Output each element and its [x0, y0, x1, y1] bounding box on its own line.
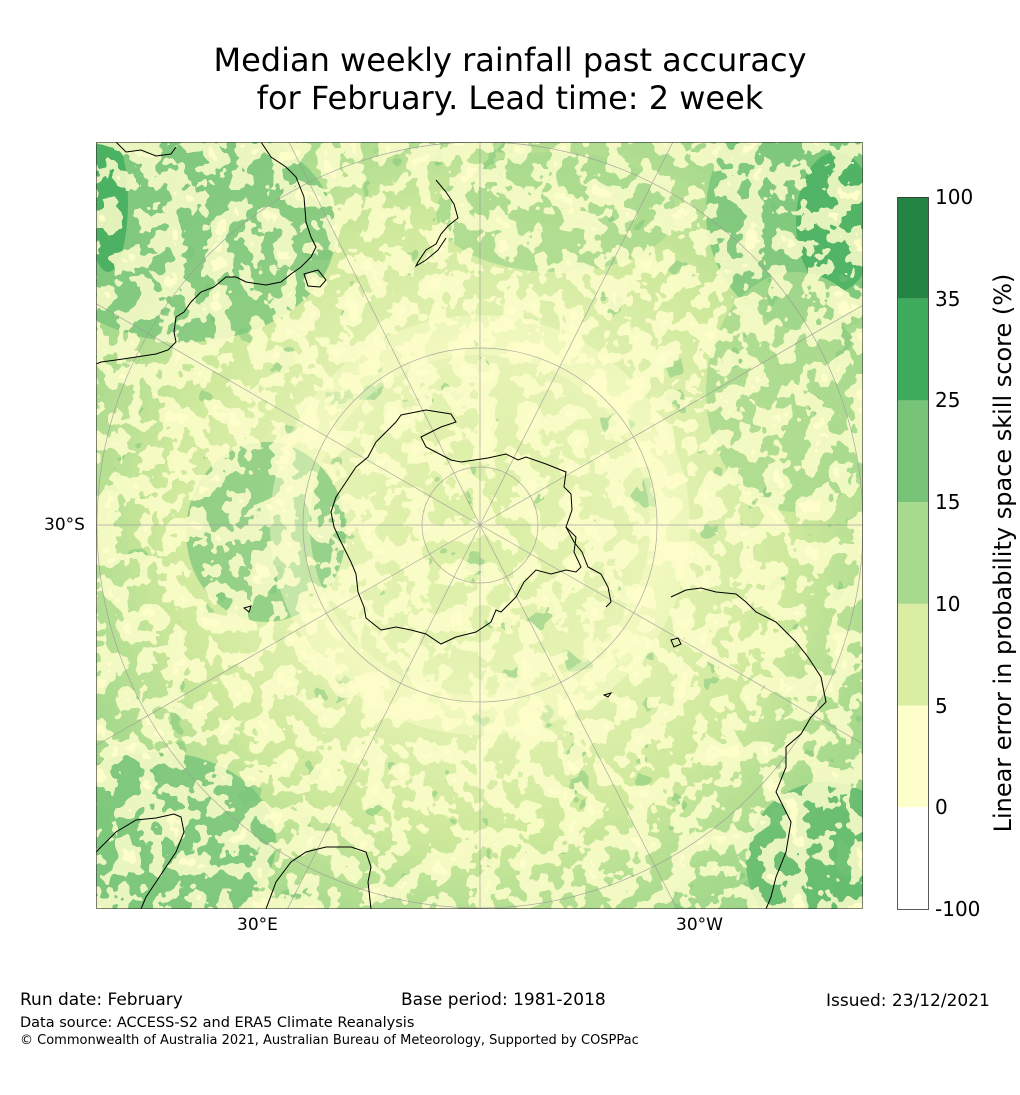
issued-date: Issued: 23/12/2021 — [826, 991, 990, 1011]
new-zealand — [414, 179, 459, 268]
colorbar-segment — [897, 197, 929, 299]
run-date: Run date: February — [20, 990, 183, 1010]
colorbar-segment — [897, 603, 929, 706]
colorbar-outline — [897, 197, 929, 910]
falklands — [670, 637, 682, 648]
data-source: Data source: ACCESS-S2 and ERA5 Climate … — [20, 1015, 415, 1031]
colorbar-tick-label: -100 — [935, 897, 981, 921]
australia-coast — [96, 142, 317, 365]
africa-coast — [96, 813, 372, 909]
copyright: © Commonwealth of Australia 2021, Austra… — [20, 1033, 639, 1048]
colorbar-tick-label: 15 — [935, 490, 961, 515]
lon-label-30e: 30°E — [237, 915, 278, 935]
antarctic-peninsula — [565, 526, 612, 608]
colorbar-tick-label: 5 — [935, 693, 948, 718]
colorbar-segment — [897, 807, 929, 909]
graticule — [96, 142, 863, 909]
map-title-line2: for February. Lead time: 2 week — [256, 79, 764, 117]
south-america-coast — [670, 587, 827, 909]
colorbar-title: Linear error in probability space skill … — [989, 273, 1017, 833]
tasmania — [303, 269, 327, 288]
colorbar-tick-label: 25 — [935, 388, 961, 413]
lat-label-30s: 30°S — [44, 515, 85, 535]
lon-label-30w: 30°W — [676, 915, 723, 935]
coastlines — [96, 142, 827, 909]
colorbar-tick-label: 10 — [935, 591, 961, 616]
colorbar-segment — [897, 705, 929, 808]
colorbar-tick-label: 100 — [935, 185, 974, 209]
colorbar-tick-label: 0 — [935, 795, 948, 820]
map-title-line1: Median weekly rainfall past accuracy — [213, 41, 807, 79]
south-georgia — [602, 692, 613, 698]
colorbar-segment — [897, 502, 929, 604]
colorbar — [897, 197, 929, 910]
colorbar-segment — [897, 400, 929, 503]
colorbar-tick-label: 35 — [935, 286, 961, 311]
base-period: Base period: 1981-2018 — [401, 990, 606, 1010]
kerguelen — [242, 605, 252, 613]
polar-skill-map — [96, 142, 863, 909]
antarctica-coast — [330, 409, 582, 645]
colorbar-segment — [897, 298, 929, 401]
skill-field — [96, 142, 863, 909]
